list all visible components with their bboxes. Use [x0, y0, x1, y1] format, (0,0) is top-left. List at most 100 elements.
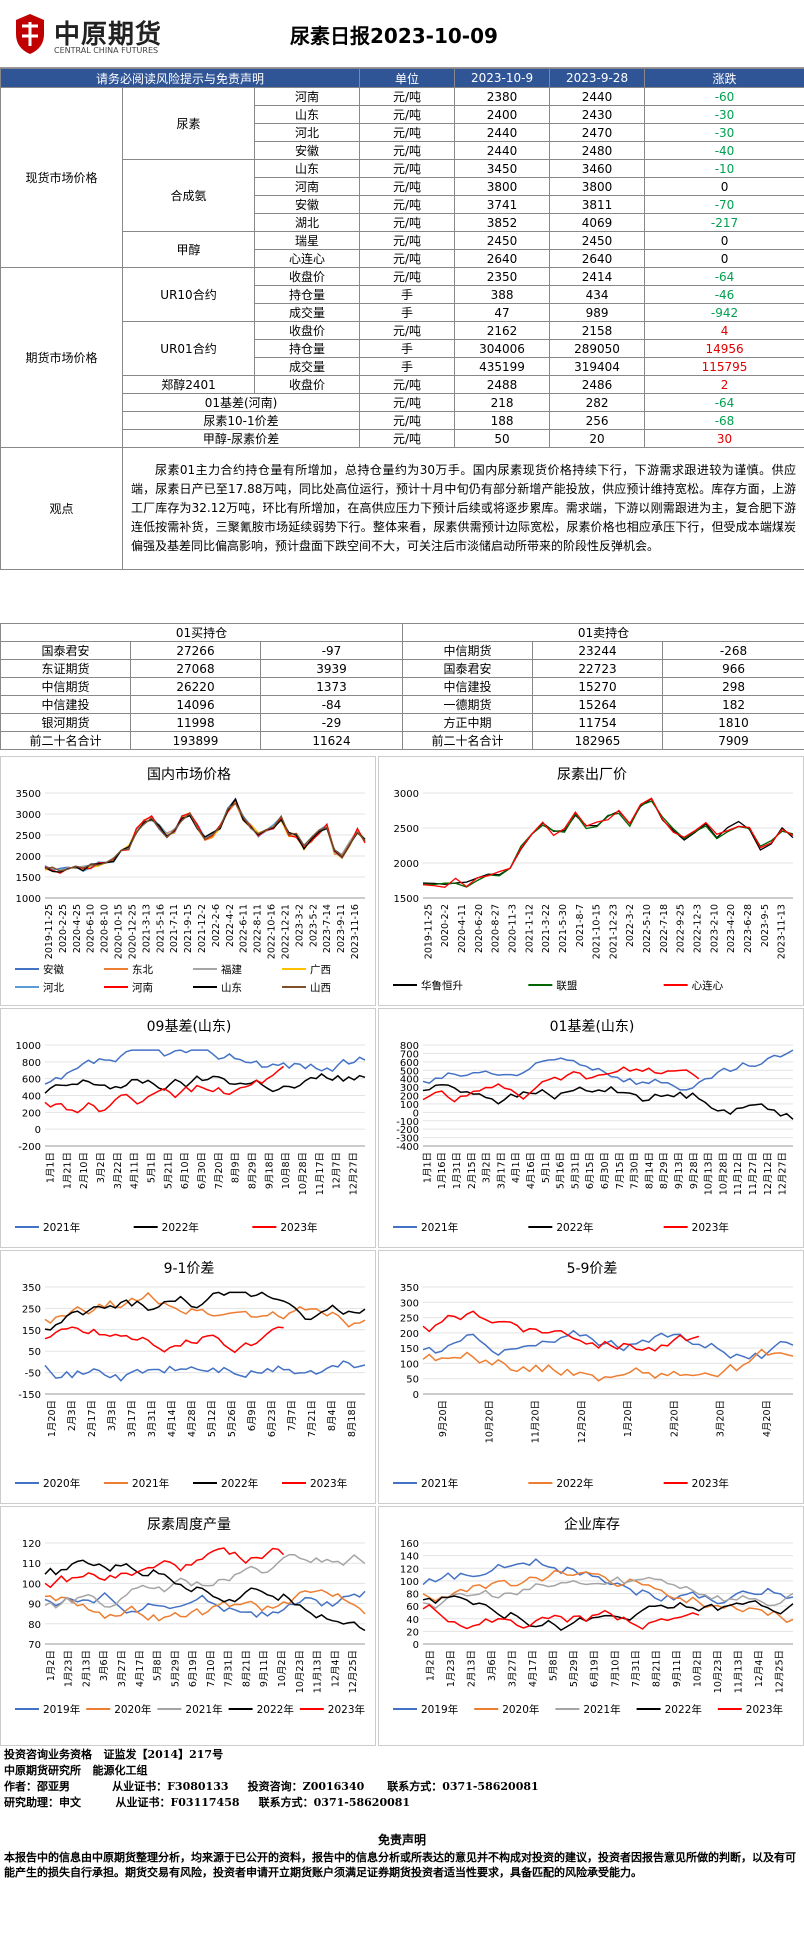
x-tick-label: 2023-6-28	[743, 904, 754, 953]
y-tick-label: 0	[413, 1640, 419, 1651]
y-tick-label: 500	[400, 1066, 419, 1077]
y-tick-label: -150	[18, 1390, 41, 1401]
value-cell: 2488	[454, 375, 551, 394]
legend-label: 联盟	[556, 980, 577, 992]
x-tick-label: 2023-3-2	[294, 904, 305, 947]
x-tick-label: 4月16日	[526, 1152, 537, 1189]
x-tick-label: 2月13日	[466, 1650, 477, 1687]
y-tick-label: -50	[25, 1369, 41, 1380]
y-tick-label: 50	[406, 1375, 419, 1386]
change-cell: -64	[644, 393, 804, 412]
x-tick-label: 2020-6-20	[474, 904, 485, 953]
x-tick-label: 1月20日	[47, 1400, 58, 1437]
x-tick-label: 2021-1-12	[524, 904, 535, 953]
spot-price-label: 现货市场价格	[0, 87, 123, 268]
value-cell: 3800	[454, 177, 551, 196]
unit-cell: 元/吨	[359, 249, 456, 268]
x-tick-label: 6月30日	[600, 1152, 611, 1189]
y-tick-label: 300	[400, 1083, 419, 1094]
position-row: 前二十名合计 193899 11624 前二十名合计 182965 7909	[0, 731, 804, 750]
x-tick-label: 4月1日	[511, 1152, 522, 1183]
legend-label: 河北	[43, 982, 64, 994]
value-cell: 256	[549, 411, 646, 430]
footer-line: 中原期货研究所 能源化工组	[4, 1764, 148, 1777]
x-tick-label: 3月6日	[487, 1650, 498, 1681]
chart-4: 9-1价差 350 250 150 50 -50 -150 1月20日 2月3日 2月17日 3月3…	[0, 1250, 376, 1504]
footer-line: 研究助理：申文 从业证书：F03117458 联系方式：0371-5862008…	[4, 1796, 411, 1809]
x-tick-label: 12月27日	[778, 1152, 789, 1195]
y-tick-label: 1000	[16, 894, 41, 905]
group-label: 合成氨	[122, 159, 255, 232]
position-cell: 1810	[662, 713, 804, 732]
legend-label: 2023年	[310, 1477, 347, 1490]
y-tick-label: 2500	[16, 831, 41, 842]
x-tick-label: 1月2日	[425, 1650, 436, 1681]
footer: 投资咨询业务资格 证监发【2014】217号 中原期货研究所 能源化工组 作者：…	[0, 1747, 804, 1882]
chart-svg: 国内市场价格 3500 3000 2500 2000 1500 10002019-11-25…	[15, 766, 366, 994]
position-cell: 298	[662, 677, 804, 696]
legend-label: 2021年	[43, 1221, 80, 1234]
value-cell: 20	[549, 429, 646, 448]
x-tick-label: 3月17日	[127, 1400, 138, 1437]
x-tick-label: 10月8日	[281, 1152, 292, 1189]
value-cell: 188	[454, 411, 551, 430]
legend-label: 河南	[132, 981, 153, 994]
x-tick-label: 2020-10-15	[114, 904, 125, 959]
y-tick-label: 100	[400, 1577, 419, 1588]
unit-cell: 元/吨	[359, 159, 456, 178]
legend-label: 广西	[310, 964, 331, 976]
x-tick-label: 8月29日	[248, 1152, 259, 1189]
y-tick-label: -100	[396, 1117, 419, 1128]
x-tick-label: 12月20日	[577, 1400, 588, 1443]
value-cell: 3460	[549, 159, 646, 178]
y-tick-label: 1000	[16, 1041, 41, 1052]
y-tick-label: 800	[400, 1041, 419, 1052]
value-cell: 2450	[549, 231, 646, 250]
logo-subtext: CENTRAL CHINA FUTURES	[54, 46, 159, 55]
legend-label: 2021年	[132, 1477, 169, 1490]
series-line	[44, 1589, 366, 1622]
x-tick-label: 2020-2-2	[440, 904, 451, 947]
change-cell: 2	[644, 375, 804, 394]
y-tick-label: -200	[396, 1125, 419, 1136]
x-tick-label: 4月28日	[187, 1400, 198, 1437]
x-tick-label: 5月16日	[556, 1152, 567, 1189]
y-tick-label: 70	[28, 1640, 41, 1651]
change-cell: 14956	[644, 339, 804, 358]
series-line	[422, 1576, 794, 1610]
chart-title: 9-1价差	[164, 1261, 215, 1277]
x-tick-label: 2022-12-21	[280, 904, 291, 959]
position-row: 东证期货 27068 3939 国泰君安 22723 966	[0, 659, 804, 678]
change-cell: -942	[644, 303, 804, 322]
value-cell: 4069	[549, 213, 646, 232]
x-tick-label: 5月29日	[569, 1650, 580, 1687]
value-cell: 2486	[549, 375, 646, 394]
observation-text: 尿素01主力合约持仓量有所增加，总持仓量约为30万手。国内尿素现货价格持续下行，…	[121, 447, 804, 570]
logo-icon	[10, 12, 50, 56]
value-cell: 989	[549, 303, 646, 322]
logo-text: 中原期货	[54, 20, 163, 50]
table-row: 河北 元/吨 2440 2470 -30	[1, 123, 804, 142]
series-line	[44, 1326, 284, 1354]
x-tick-label: 2023-9-11	[336, 904, 347, 953]
x-tick-label: 3月3日	[107, 1400, 118, 1431]
value-cell: 2400	[454, 105, 551, 124]
change-cell: -10	[644, 159, 804, 178]
series-line	[44, 802, 366, 872]
chart-7: 企业库存 160 140 120 100 80 60 40 20 0 1月2日 1月23日 2月13日 3…	[378, 1506, 804, 1746]
x-tick-label: 7月20日	[214, 1152, 225, 1189]
y-tick-label: 140	[400, 1552, 419, 1563]
series-line	[44, 1553, 366, 1609]
x-tick-label: 2021-5-16	[155, 904, 166, 953]
x-tick-label: 1月1日	[45, 1152, 56, 1183]
change-cell: 4	[644, 321, 804, 340]
item-label: 收盘价	[253, 267, 361, 286]
y-tick-label: 200	[400, 1329, 419, 1340]
series-line	[44, 1547, 285, 1589]
y-tick-label: 2500	[394, 824, 419, 835]
unit-cell: 手	[359, 303, 456, 322]
change-cell: 30	[644, 429, 804, 448]
x-tick-label: 2023-9-5	[760, 904, 771, 947]
item-label: 01基差(河南)	[121, 393, 361, 412]
